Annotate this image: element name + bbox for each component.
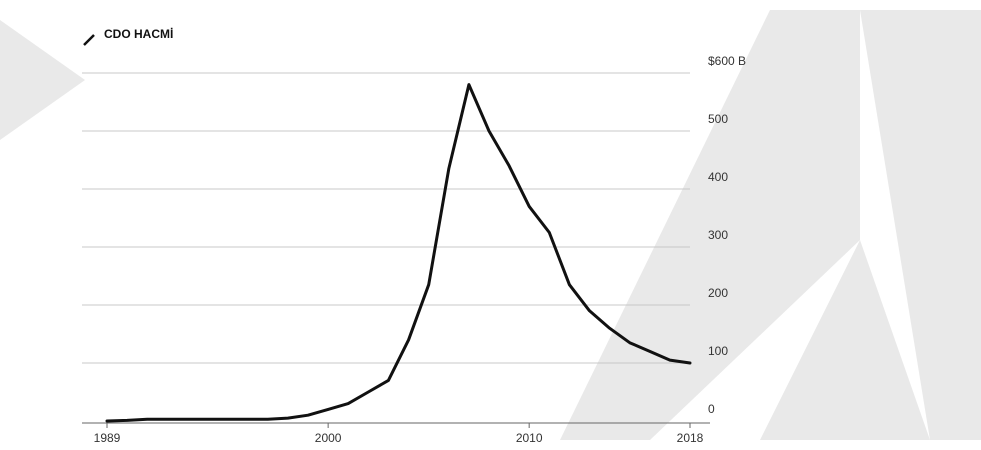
y-tick-labels: 0 100 200 300 400 500 $600 B xyxy=(708,54,746,416)
y-tick-label: 0 xyxy=(708,402,715,416)
x-tick-labels: 1989 2000 2010 2018 xyxy=(94,431,704,445)
x-axis xyxy=(82,422,710,428)
y-tick-label: 300 xyxy=(708,228,728,242)
grid-lines xyxy=(82,72,690,364)
legend-line-swatch xyxy=(83,34,95,46)
background-watermark xyxy=(0,10,981,440)
x-tick-label: 2010 xyxy=(516,431,543,445)
y-tick-label: 200 xyxy=(708,286,728,300)
y-tick-label: 400 xyxy=(708,170,728,184)
x-tick-label: 1989 xyxy=(94,431,121,445)
series-line-cdo-volume xyxy=(105,83,692,423)
y-tick-label: $600 B xyxy=(708,54,746,68)
series-layer xyxy=(105,83,692,423)
x-tick-label: 2000 xyxy=(315,431,342,445)
y-tick-label: 500 xyxy=(708,112,728,126)
y-tick-label: 100 xyxy=(708,344,728,358)
chart-legend: CDO HACMİ xyxy=(83,26,173,46)
x-tick-label: 2018 xyxy=(677,431,704,445)
legend-label: CDO HACMİ xyxy=(104,26,173,41)
